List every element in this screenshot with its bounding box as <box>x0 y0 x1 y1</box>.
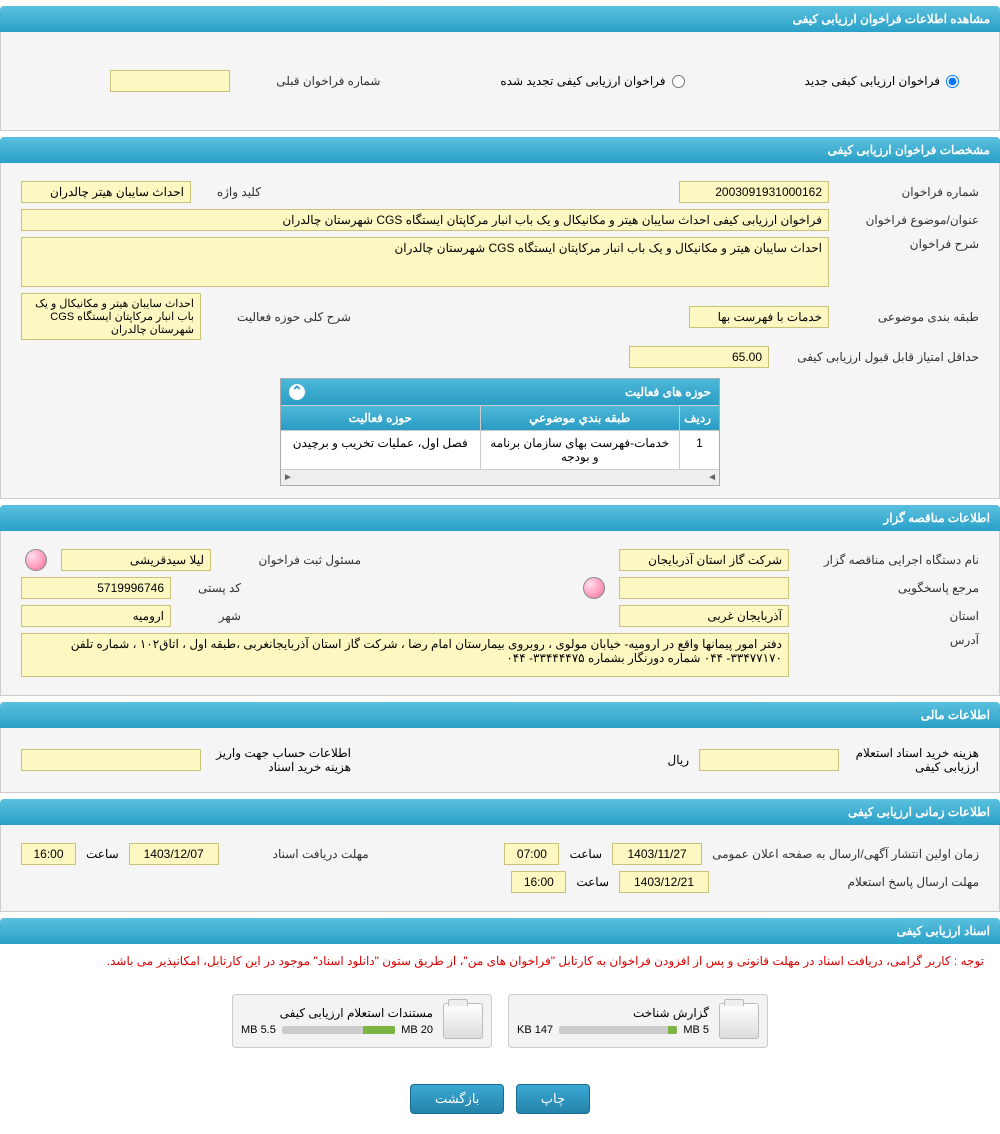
receive-label: مهلت دریافت اسناد <box>229 847 369 861</box>
section-body-times: زمان اولین انتشار آگهی/ارسال به صفحه اعل… <box>0 825 1000 912</box>
reg-label: مسئول ثبت فراخوان <box>221 553 361 567</box>
back-button[interactable]: بازگشت <box>410 1084 504 1114</box>
file1-progress <box>559 1026 677 1034</box>
org-label: نام دستگاه اجرایی مناقصه گزار <box>799 553 979 567</box>
prev-call-no-label: شماره فراخوان قبلی <box>240 74 380 88</box>
file-box-2[interactable]: مستندات استعلام ارزیابی کیفی 20 MB 5.5 M… <box>232 994 492 1048</box>
scope-value: احداث سایبان هیتر و مکانیکال و یک باب ان… <box>21 293 201 340</box>
radio-new-input[interactable] <box>946 75 959 88</box>
section-header-bidder: اطلاعات مناقصه گزار <box>0 505 1000 531</box>
activity-table-head: ردیف طبقه بندي موضوعي حوزه فعاليت <box>281 405 719 430</box>
activity-table: حوزه های فعالیت ⌃ ردیف طبقه بندي موضوعي … <box>280 378 720 486</box>
receive-date: 1403/12/07 <box>129 843 219 865</box>
min-score-value: 65.00 <box>629 346 769 368</box>
section-header-times: اطلاعات زمانی ارزیابی کیفی <box>0 799 1000 825</box>
title-value: فراخوان ارزیابی کیفی احداث سایبان هیتر و… <box>21 209 829 231</box>
file1-max: 5 MB <box>683 1024 709 1036</box>
postal-label: کد پستی <box>181 581 241 595</box>
cost-label: هزینه خرید اسناد استعلام ارزیابی کیفی <box>849 746 979 774</box>
section-body-financial: هزینه خرید اسناد استعلام ارزیابی کیفی ری… <box>0 728 1000 793</box>
radio-new-label: فراخوان ارزیابی کیفی جدید <box>805 74 940 88</box>
file2-max: 20 MB <box>401 1024 433 1036</box>
activity-table-title-bar: حوزه های فعالیت ⌃ <box>281 379 719 405</box>
cat-label: طبقه بندی موضوعی <box>839 310 979 324</box>
contact-label: مرجع پاسخگویی <box>799 581 979 595</box>
docs-warning: توجه : کاربر گرامی، دریافت اسناد در مهلت… <box>0 944 1000 978</box>
file2-progress <box>282 1026 395 1034</box>
min-score-label: حداقل امتیاز قابل قبول ارزیابی کیفی <box>779 350 979 364</box>
title-label: عنوان/موضوع فراخوان <box>839 213 979 227</box>
folder-icon <box>443 1003 483 1039</box>
avatar-icon <box>583 577 605 599</box>
province-value: آذربایجان غربی <box>619 605 789 627</box>
keyword-value: احداث سایبان هیتر چالدران <box>21 181 191 203</box>
files-row: گزارش شناخت 5 MB 147 KB مستندات استعلام … <box>0 978 1000 1064</box>
cat-value: خدمات با فهرست بها <box>689 306 829 328</box>
currency-label: ریال <box>667 753 689 767</box>
col-row: ردیف <box>679 406 719 430</box>
file-box-1[interactable]: گزارش شناخت 5 MB 147 KB <box>508 994 768 1048</box>
section-body-bidder: نام دستگاه اجرایی مناقصه گزار شرکت گاز ا… <box>0 531 1000 696</box>
avatar-icon <box>25 549 47 571</box>
pub-date: 1403/11/27 <box>612 843 702 865</box>
acct-value <box>21 749 201 771</box>
keyword-label: کلید واژه <box>201 185 261 199</box>
button-bar: چاپ بازگشت <box>0 1064 1000 1134</box>
prev-call-no-value <box>110 70 230 92</box>
col-act: حوزه فعاليت <box>281 406 480 430</box>
radio-renewed-label: فراخوان ارزیابی کیفی تجدید شده <box>500 74 665 88</box>
hour-label-1: ساعت <box>569 847 602 861</box>
acct-label: اطلاعات حساب جهت واریز هزینه خرید اسناد <box>211 746 351 774</box>
folder-icon <box>719 1003 759 1039</box>
file1-title: گزارش شناخت <box>517 1006 709 1020</box>
postal-value: 5719996746 <box>21 577 171 599</box>
radio-renewed-call[interactable]: فراخوان ارزیابی کیفی تجدید شده <box>500 74 684 88</box>
cell-row: 1 <box>679 431 719 469</box>
print-button[interactable]: چاپ <box>516 1084 590 1114</box>
radio-new-call[interactable]: فراخوان ارزیابی کیفی جدید <box>805 74 959 88</box>
section-header-view-info: مشاهده اطلاعات فراخوان ارزیابی کیفی <box>0 6 1000 32</box>
reply-time: 16:00 <box>511 871 566 893</box>
contact-value <box>619 577 789 599</box>
file1-size: 147 KB <box>517 1024 553 1036</box>
reg-value: لیلا سیدقریشی <box>61 549 211 571</box>
file2-size: 5.5 MB <box>241 1024 276 1036</box>
section-header-docs: اسناد ارزیابی کیفی <box>0 918 1000 944</box>
section-body-spec: شماره فراخوان 2003091931000162 کلید واژه… <box>0 163 1000 499</box>
cost-value <box>699 749 839 771</box>
reply-date: 1403/12/21 <box>619 871 709 893</box>
receive-time: 16:00 <box>21 843 76 865</box>
section-body-radio: فراخوان ارزیابی کیفی جدید فراخوان ارزیاب… <box>0 32 1000 131</box>
city-label: شهر <box>181 609 241 623</box>
hour-label-2: ساعت <box>86 847 119 861</box>
hour-label-3: ساعت <box>576 875 609 889</box>
pub-time: 07:00 <box>504 843 559 865</box>
cell-cat: خدمات-فهرست بهای سازمان برنامه و بودجه <box>480 431 680 469</box>
address-value: دفتر امور پیمانها واقع در ارومیه- خیابان… <box>21 633 789 677</box>
desc-label: شرح فراخوان <box>839 237 979 251</box>
city-value: ارومیه <box>21 605 171 627</box>
reply-label: مهلت ارسال پاسخ استعلام <box>719 875 979 889</box>
file2-title: مستندات استعلام ارزیابی کیفی <box>241 1006 433 1020</box>
cell-act: فصل اول، عملیات تخریب و برچیدن <box>281 431 480 469</box>
section-header-financial: اطلاعات مالی <box>0 702 1000 728</box>
table-row: 1 خدمات-فهرست بهای سازمان برنامه و بودجه… <box>281 430 719 469</box>
activity-table-title: حوزه های فعالیت <box>625 385 711 399</box>
province-label: استان <box>799 609 979 623</box>
address-label: آدرس <box>799 633 979 647</box>
scope-label: شرح کلی حوزه فعالیت <box>211 310 351 324</box>
table-scrollbar[interactable]: ◄► <box>281 469 719 485</box>
radio-renewed-input[interactable] <box>672 75 685 88</box>
col-cat: طبقه بندي موضوعي <box>480 406 680 430</box>
section-header-spec: مشخصات فراخوان ارزیابی کیفی <box>0 137 1000 163</box>
call-no-value: 2003091931000162 <box>679 181 829 203</box>
desc-value: احداث سایبان هیتر و مکانیکال و یک باب ان… <box>21 237 829 287</box>
collapse-icon[interactable]: ⌃ <box>289 384 305 400</box>
org-value: شرکت گاز استان آذربایجان <box>619 549 789 571</box>
call-no-label: شماره فراخوان <box>839 185 979 199</box>
pub-label: زمان اولین انتشار آگهی/ارسال به صفحه اعل… <box>712 847 979 861</box>
